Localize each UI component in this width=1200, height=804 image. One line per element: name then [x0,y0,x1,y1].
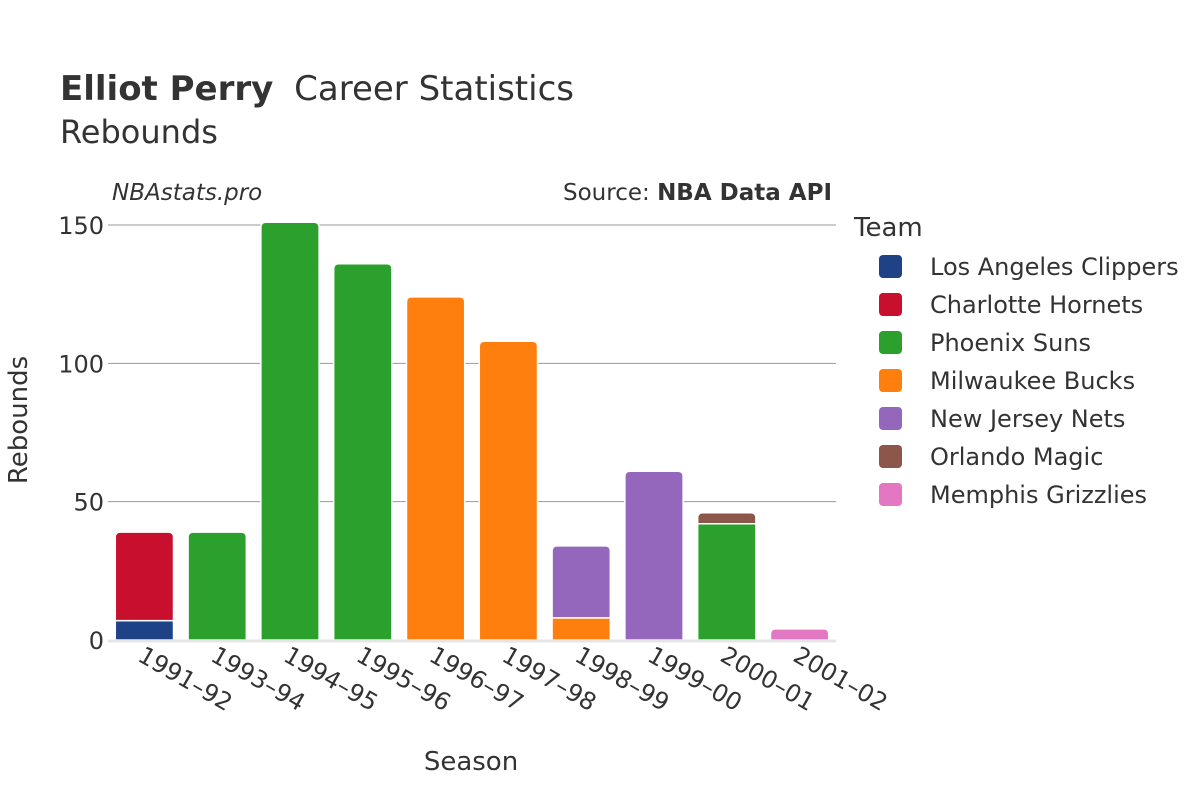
y-tick-label: 150 [58,212,104,240]
legend-swatch [879,369,902,392]
legend-label: Charlotte Hornets [930,291,1143,319]
legend: Team Los Angeles Clippers Charlotte Horne… [853,213,1179,509]
chart-title-rest: Career Statistics [294,69,574,109]
bar-phoenix-suns-3 [332,262,393,641]
legend-label: Memphis Grizzlies [930,481,1147,509]
legend-swatch [879,293,902,316]
legend-label: Los Angeles Clippers [930,253,1179,281]
x-axis-title: Season [424,747,518,777]
axis-layer: 0501001501991–921993–941994–951995–96199… [58,212,892,717]
legend-swatch [879,483,902,506]
chart-title: Elliot Perry Career Statistics [60,69,574,109]
watermark: NBAstats.pro [112,180,262,206]
legend-swatch [879,445,902,468]
y-tick-label: 50 [73,489,104,517]
chart-title-bold: Elliot Perry [60,69,273,109]
legend-swatch [879,407,902,430]
y-tick-label: 0 [89,627,104,655]
grid-layer [108,224,836,503]
bar-layer [114,221,830,641]
bar-phoenix-suns-2 [260,221,320,641]
source-text: Source: NBA Data API [563,180,832,206]
legend-label: New Jersey Nets [930,405,1125,433]
legend-swatch [879,331,902,354]
legend-title: Team [853,213,923,243]
bar-orlando-magic-8 [696,511,757,525]
bar-milwaukee-bucks-6 [551,617,612,641]
bar-memphis-grizzlies-9 [769,628,830,641]
y-axis-title: Rebounds [4,356,34,484]
bar-phoenix-suns-1 [187,531,248,641]
y-tick-label: 100 [58,350,104,378]
chart-subtitle: Rebounds [60,113,218,151]
bar-milwaukee-bucks-5 [478,340,539,641]
source-name: NBA Data API [657,180,832,206]
source-prefix: Source: [563,180,657,206]
bar-new-jersey-nets-6 [551,545,612,619]
bar-phoenix-suns-8 [696,523,757,641]
legend-swatch [879,255,902,278]
bar-charlotte-hornets-0 [114,531,175,622]
bar-new-jersey-nets-7 [624,470,684,641]
bar-los-angeles-clippers-0 [114,619,175,641]
legend-label: Milwaukee Bucks [930,367,1135,395]
legend-label: Phoenix Suns [930,329,1091,357]
legend-label: Orlando Magic [930,443,1103,471]
bar-milwaukee-bucks-4 [405,296,466,641]
